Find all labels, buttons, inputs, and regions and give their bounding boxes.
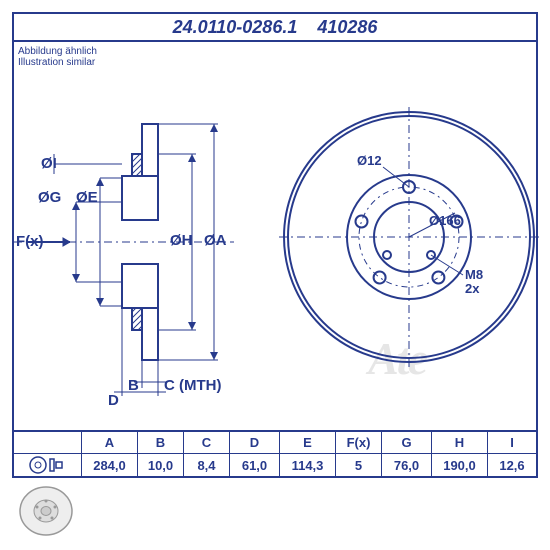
spec-head-H: H <box>432 432 487 454</box>
spec-col-A: A284,0 <box>82 432 138 476</box>
spec-val-A: 284,0 <box>82 454 137 476</box>
label-oi: ØI <box>41 155 57 172</box>
spec-head-E: E <box>280 432 335 454</box>
thread-label-2: 2x <box>465 281 480 296</box>
label-c: C (MTH) <box>164 377 221 394</box>
side-view-svg <box>14 82 234 402</box>
label-oh: ØH <box>170 232 193 249</box>
spec-col-B: B10,0 <box>138 432 184 476</box>
label-b: B <box>128 377 139 394</box>
spec-val-F(x): 5 <box>336 454 381 476</box>
spec-icon-cell <box>14 454 81 476</box>
label-f: F(x) <box>16 233 44 250</box>
bolt-hole-label: Ø12 <box>357 153 382 168</box>
spec-head-F(x): F(x) <box>336 432 381 454</box>
spec-val-E: 114,3 <box>280 454 335 476</box>
spec-val-D: 61,0 <box>230 454 279 476</box>
title-row: 24.0110-0286.1 410286 <box>14 14 536 42</box>
spec-head-A: A <box>82 432 137 454</box>
spec-icon-col <box>14 432 82 476</box>
front-view-svg: Ø12 Ø166 M8 2x <box>279 107 539 367</box>
spec-col-E: E114,3 <box>280 432 336 476</box>
spec-head-I: I <box>488 432 536 454</box>
spec-val-H: 190,0 <box>432 454 487 476</box>
outer-frame: 24.0110-0286.1 410286 Abbildung ähnlich … <box>12 12 538 478</box>
spec-head-G: G <box>382 432 431 454</box>
spec-col-H: H190,0 <box>432 432 488 476</box>
disc-icon <box>28 456 68 474</box>
spec-head-D: D <box>230 432 279 454</box>
label-d: D <box>108 392 119 409</box>
label-oa: ØA <box>204 232 227 249</box>
part-number-short: 410286 <box>317 17 377 38</box>
spec-val-G: 76,0 <box>382 454 431 476</box>
thread-label-1: M8 <box>465 267 483 282</box>
spec-head-C: C <box>184 432 229 454</box>
label-og: ØG <box>38 189 61 206</box>
spec-val-I: 12,6 <box>488 454 536 476</box>
spec-table: A284,0B10,0C8,4D61,0E114,3F(x)5G76,0H190… <box>14 430 536 476</box>
bolt-circle-label: Ø166 <box>429 213 461 228</box>
spec-col-D: D61,0 <box>230 432 280 476</box>
spec-icon-head <box>14 432 81 454</box>
thumbnail-disc <box>12 484 102 538</box>
label-oe: ØE <box>76 189 98 206</box>
diagram-area: Ate <box>14 42 536 430</box>
spec-val-C: 8,4 <box>184 454 229 476</box>
spec-col-F(x): F(x)5 <box>336 432 382 476</box>
spec-col-I: I12,6 <box>488 432 536 476</box>
spec-head-B: B <box>138 432 183 454</box>
spec-col-G: G76,0 <box>382 432 432 476</box>
part-number-long: 24.0110-0286.1 <box>173 17 298 38</box>
spec-col-C: C8,4 <box>184 432 230 476</box>
spec-val-B: 10,0 <box>138 454 183 476</box>
